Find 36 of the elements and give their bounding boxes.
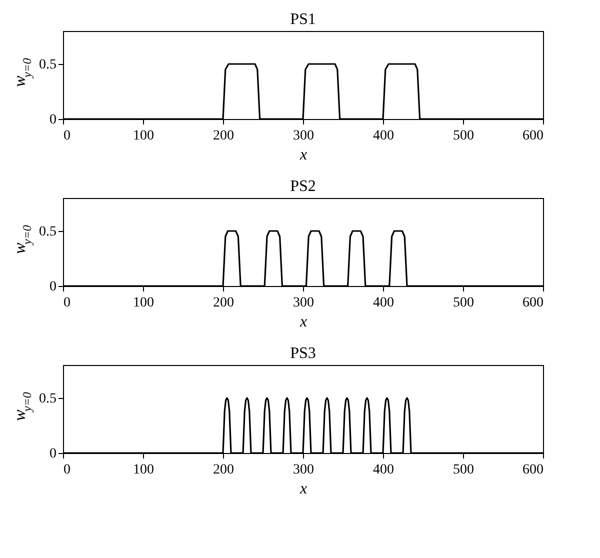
x-axis-title: x <box>298 480 308 498</box>
x-tick-label: 400 <box>373 128 394 144</box>
x-tick-label: 100 <box>133 462 154 478</box>
x-tick-label: 200 <box>213 128 234 144</box>
x-tick-label: 300 <box>293 128 314 144</box>
x-axis-title: x <box>298 146 308 164</box>
chart-title: PS2 <box>290 178 316 195</box>
x-tick-label: 0 <box>64 128 70 144</box>
x-tick-label: 100 <box>133 128 154 144</box>
x-tick-label: 600 <box>522 128 544 144</box>
x-tick-label: 400 <box>373 462 394 478</box>
y-axis-title: wy=0 <box>10 225 34 254</box>
x-tick-label: 400 <box>373 296 394 310</box>
x-tick-label: 200 <box>213 296 234 310</box>
x-tick-label: 500 <box>453 462 474 478</box>
x-tick-label: 500 <box>453 128 474 144</box>
y-tick-label: 0.5 <box>39 392 56 406</box>
x-tick-label: 0 <box>64 296 70 310</box>
y-tick-label: 0 <box>50 446 56 462</box>
x-tick-label: 300 <box>293 296 314 310</box>
y-tick-label: 0 <box>50 112 56 128</box>
x-tick-label: 200 <box>213 462 234 478</box>
x-tick-label: 100 <box>133 296 154 310</box>
y-tick-label: 0.5 <box>39 58 56 72</box>
x-tick-label: 500 <box>453 296 474 310</box>
x-tick-label: 600 <box>522 462 544 478</box>
y-axis-title: wy=0 <box>10 392 34 421</box>
chart-title: PS3 <box>290 345 316 362</box>
x-tick-label: 0 <box>64 462 70 478</box>
x-axis-title: x <box>298 314 308 330</box>
x-tick-label: 600 <box>522 296 544 310</box>
y-tick-label: 0 <box>50 280 56 294</box>
x-tick-label: 300 <box>293 462 314 478</box>
y-axis-title: wy=0 <box>10 58 34 87</box>
y-tick-label: 0.5 <box>39 224 56 240</box>
chart-title: PS1 <box>290 11 316 28</box>
